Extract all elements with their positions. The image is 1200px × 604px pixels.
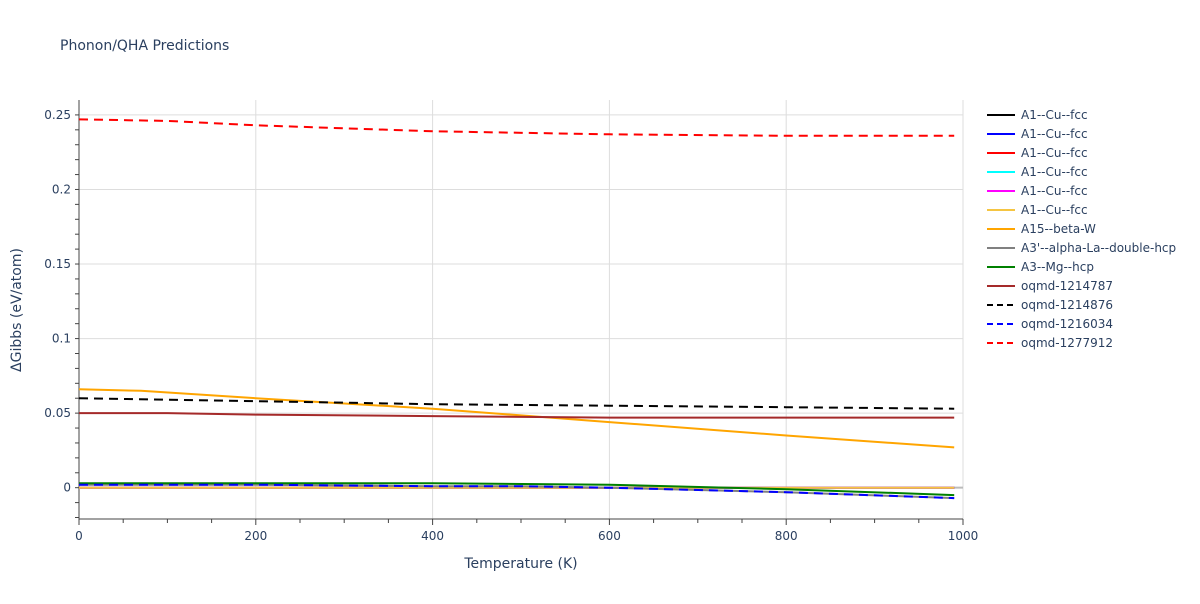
x-axis-title: Temperature (K) xyxy=(463,556,577,572)
axes xyxy=(78,100,963,520)
series-lines xyxy=(78,118,955,500)
y-tick-label: 0.1 xyxy=(52,332,71,346)
y-tick-label: 0.15 xyxy=(44,257,71,271)
series-line xyxy=(78,118,955,137)
y-tick-label: 0.2 xyxy=(52,182,71,196)
x-ticks: 0 200 400 600 800 1000 xyxy=(75,519,978,543)
legend-label: A1--Cu--fcc xyxy=(1021,146,1088,160)
grid-lines xyxy=(79,100,964,519)
x-tick-label: 1000 xyxy=(948,529,979,543)
legend-label: A1--Cu--fcc xyxy=(1021,165,1088,179)
legend-label: oqmd-1214876 xyxy=(1021,298,1113,312)
series-line xyxy=(78,388,955,449)
legend-label: A1--Cu--fcc xyxy=(1021,108,1088,122)
series-line xyxy=(79,483,955,500)
legend-label: oqmd-1277912 xyxy=(1021,336,1113,350)
legend-label: oqmd-1216034 xyxy=(1021,317,1113,331)
y-tick-label: 0.05 xyxy=(44,406,71,420)
legend-label: A1--Cu--fcc xyxy=(1021,127,1088,141)
series-line xyxy=(78,397,955,410)
y-tick-label: 0 xyxy=(63,481,71,495)
legend-label: A1--Cu--fcc xyxy=(1021,203,1088,217)
x-tick-label: 600 xyxy=(598,529,621,543)
legend-label: oqmd-1214787 xyxy=(1021,279,1113,293)
series-line xyxy=(79,482,955,497)
legend: A1--Cu--fcc A1--Cu--fcc A1--Cu--fcc A1--Cu-… xyxy=(987,108,1176,350)
legend-label: A15--beta-W xyxy=(1021,222,1096,236)
y-axis-title: ΔGibbs (eV/atom) xyxy=(9,248,25,372)
x-tick-label: 200 xyxy=(244,529,267,543)
legend-label: A3--Mg--hcp xyxy=(1021,260,1094,274)
y-ticks: 0 0.05 0.1 0.15 0.2 0.25 xyxy=(44,108,79,519)
legend-label: A1--Cu--fcc xyxy=(1021,184,1088,198)
x-tick-label: 400 xyxy=(421,529,444,543)
series-line xyxy=(79,412,955,419)
chart-title: Phonon/QHA Predictions xyxy=(60,38,229,54)
y-tick-label: 0.25 xyxy=(44,108,71,122)
x-tick-label: 800 xyxy=(775,529,798,543)
x-tick-label: 0 xyxy=(75,529,83,543)
legend-label: A3'--alpha-La--double-hcp xyxy=(1021,241,1176,255)
